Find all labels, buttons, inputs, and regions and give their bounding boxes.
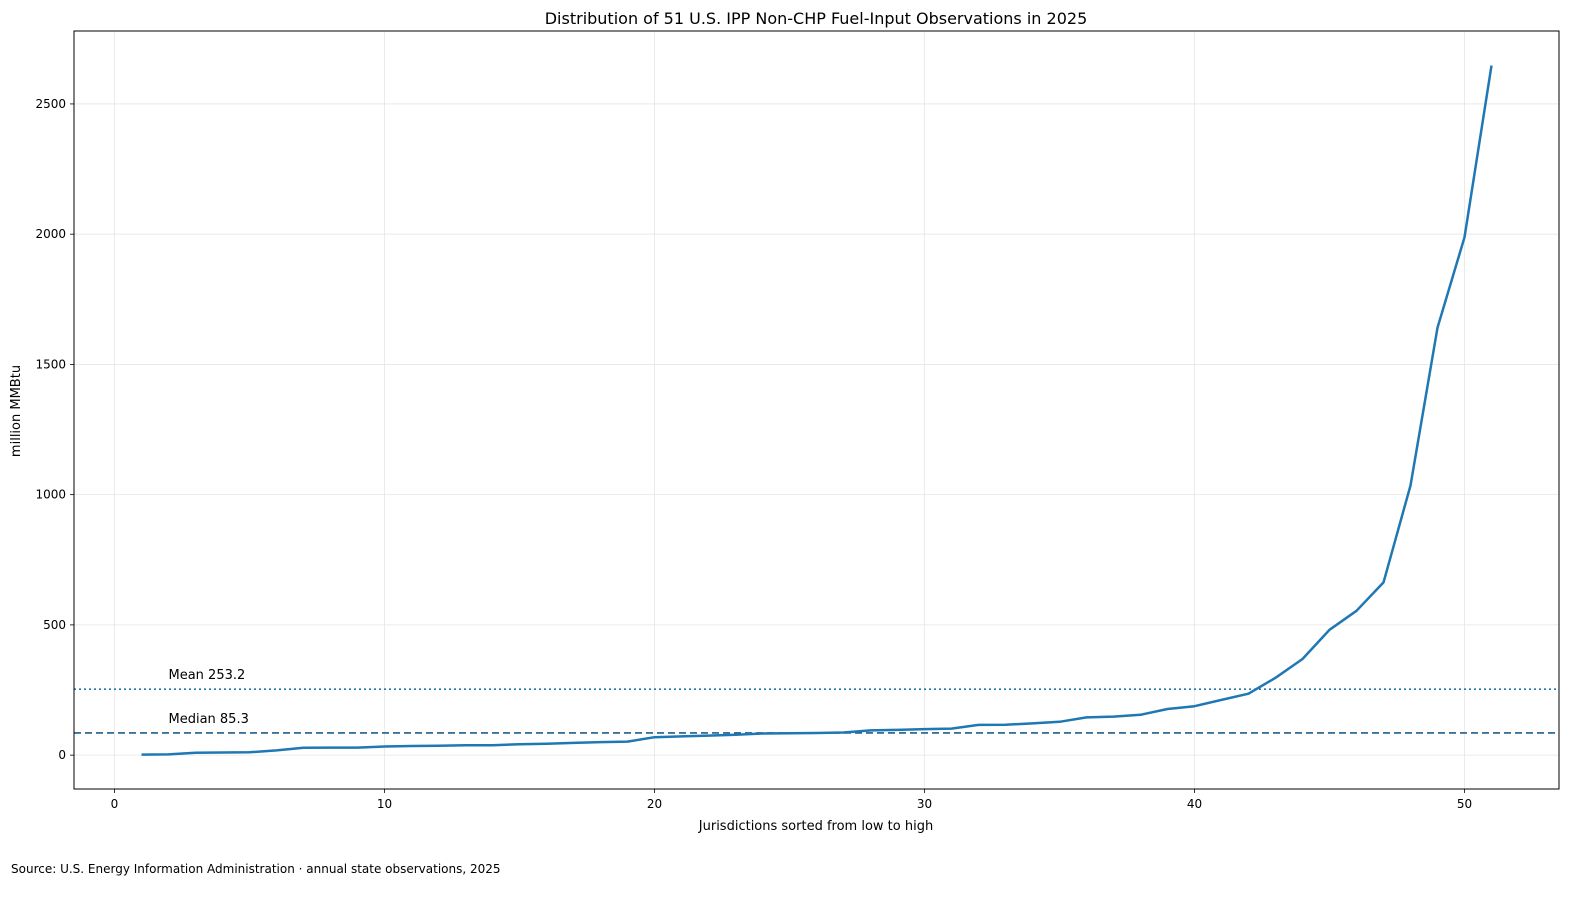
series-line	[141, 65, 1493, 756]
median-label: Median 85.3	[169, 712, 249, 727]
series-layer	[141, 65, 1493, 756]
y-tick-label: 1500	[35, 357, 66, 371]
y-tick-label: 2000	[35, 227, 66, 241]
y-tick-label: 0	[58, 748, 66, 762]
x-tick-label: 50	[1457, 797, 1472, 811]
chart-title: Distribution of 51 U.S. IPP Non-CHP Fuel…	[545, 9, 1088, 28]
x-tick-label: 0	[111, 797, 119, 811]
mean-label: Mean 253.2	[169, 668, 246, 683]
x-tick-label: 30	[917, 797, 932, 811]
y-axis-label: million MMBtu	[9, 365, 24, 457]
x-tick-label: 40	[1187, 797, 1202, 811]
y-tick-label: 1000	[35, 488, 66, 502]
grid	[74, 31, 1559, 789]
reference-lines: Mean 253.2 Median 85.3	[74, 668, 1559, 734]
x-axis-label: Jurisdictions sorted from low to high	[698, 819, 933, 834]
y-tick-label: 500	[43, 618, 66, 632]
plot-frame	[73, 30, 1560, 790]
x-tick-label: 20	[647, 797, 662, 811]
y-tick-label: 2500	[35, 97, 66, 111]
source-note: Source: U.S. Energy Information Administ…	[11, 862, 501, 876]
x-tick-label: 10	[377, 797, 392, 811]
